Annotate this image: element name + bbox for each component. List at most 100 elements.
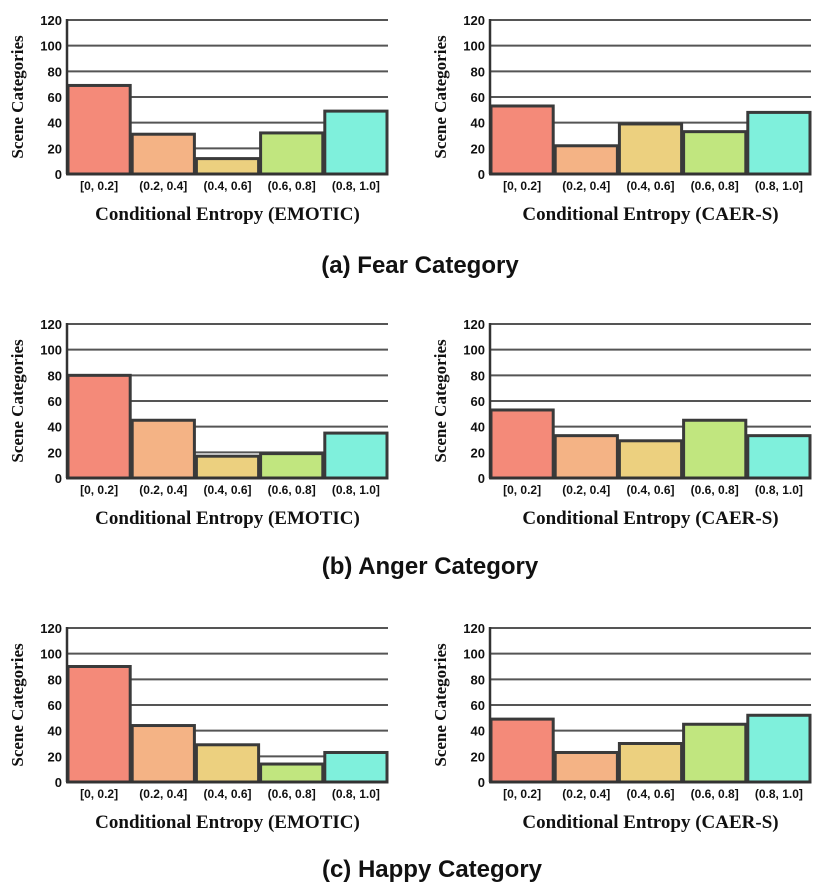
bar-1 <box>66 665 132 784</box>
y-tick-label: 20 <box>48 445 62 460</box>
bar-4 <box>682 722 748 784</box>
y-tick-label: 120 <box>40 621 62 636</box>
x-tick-label: (0.8, 1.0] <box>332 483 380 497</box>
x-tick-label: [0, 0.2] <box>80 179 118 193</box>
x-tick-label: [0, 0.2] <box>503 787 541 801</box>
x-tick-label: (0.8, 1.0] <box>332 179 380 193</box>
x-tick-label: (0.2, 0.4] <box>562 483 610 497</box>
x-tick-label: (0.4, 0.6] <box>203 787 251 801</box>
bar-3 <box>194 157 261 176</box>
y-tick-label: 0 <box>55 167 62 182</box>
bar-5 <box>746 434 812 480</box>
y-tick-label: 40 <box>48 724 62 739</box>
x-tick-label: (0.6, 0.8] <box>691 483 739 497</box>
bar-1 <box>489 104 555 176</box>
bar-1 <box>489 408 555 480</box>
y-tick-label: 100 <box>40 343 62 358</box>
bar-3 <box>194 454 261 480</box>
x-tick-label: (0.8, 1.0] <box>755 179 803 193</box>
y-tick-label: 0 <box>55 471 62 486</box>
y-tick-label: 60 <box>48 698 62 713</box>
y-tick-label: 20 <box>471 445 485 460</box>
y-tick-label: 80 <box>48 672 62 687</box>
y-tick-label: 20 <box>471 749 485 764</box>
bar-1 <box>66 373 132 480</box>
y-tick-label: 20 <box>48 141 62 156</box>
x-tick-label: (0.2, 0.4] <box>139 483 187 497</box>
x-tick-label: (0.8, 1.0] <box>755 787 803 801</box>
bar-1 <box>489 717 555 784</box>
x-tick-label: (0.8, 1.0] <box>755 483 803 497</box>
y-tick-label: 120 <box>463 13 485 28</box>
bar-2 <box>130 724 196 784</box>
y-tick-label: 100 <box>463 39 485 54</box>
y-tick-label: 60 <box>48 90 62 105</box>
y-tick-label: 100 <box>463 647 485 662</box>
x-axis-label: Conditional Entropy (EMOTIC) <box>95 204 360 225</box>
x-tick-label: (0.6, 0.8] <box>691 787 739 801</box>
bar-4 <box>259 762 325 784</box>
bar-5 <box>746 110 812 176</box>
bar-5 <box>323 431 389 480</box>
y-axis-label: Scene Categories <box>431 339 450 463</box>
y-tick-label: 120 <box>40 317 62 332</box>
y-tick-label: 0 <box>478 471 485 486</box>
y-tick-label: 20 <box>48 749 62 764</box>
x-tick-label: (0.4, 0.6] <box>203 483 251 497</box>
y-tick-label: 60 <box>471 698 485 713</box>
y-tick-label: 80 <box>471 672 485 687</box>
y-tick-label: 0 <box>478 775 485 790</box>
y-tick-label: 20 <box>471 141 485 156</box>
bar-2 <box>553 434 619 480</box>
y-tick-label: 60 <box>48 394 62 409</box>
y-tick-label: 120 <box>463 317 485 332</box>
x-tick-label: (0.6, 0.8] <box>691 179 739 193</box>
y-tick-label: 80 <box>48 368 62 383</box>
y-tick-label: 40 <box>471 420 485 435</box>
panel-title-anger: (b) Anger Category <box>322 553 539 580</box>
y-tick-label: 100 <box>463 343 485 358</box>
y-tick-label: 120 <box>40 13 62 28</box>
x-axis-label: Conditional Entropy (CAER-S) <box>522 812 778 833</box>
bar-4 <box>682 130 748 176</box>
x-tick-label: (0.4, 0.6] <box>626 179 674 193</box>
y-tick-label: 0 <box>55 775 62 790</box>
x-axis-label: Conditional Entropy (EMOTIC) <box>95 508 360 529</box>
bar-1 <box>66 83 132 176</box>
x-tick-label: [0, 0.2] <box>80 787 118 801</box>
x-tick-label: (0.2, 0.4] <box>139 787 187 801</box>
bar-3 <box>194 743 261 784</box>
bar-2 <box>130 132 196 176</box>
y-tick-label: 80 <box>471 64 485 79</box>
x-axis-label: Conditional Entropy (CAER-S) <box>522 204 778 225</box>
y-tick-label: 120 <box>463 621 485 636</box>
panel-title-happy: (c) Happy Category <box>322 856 543 883</box>
x-tick-label: (0.2, 0.4] <box>562 787 610 801</box>
bar-5 <box>323 109 389 176</box>
bar-5 <box>746 713 812 784</box>
x-tick-label: (0.6, 0.8] <box>268 483 316 497</box>
x-tick-label: [0, 0.2] <box>80 483 118 497</box>
bar-4 <box>682 418 748 480</box>
bar-2 <box>553 750 619 784</box>
y-tick-label: 40 <box>48 116 62 131</box>
x-tick-label: (0.2, 0.4] <box>562 179 610 193</box>
y-tick-label: 40 <box>471 116 485 131</box>
y-axis-label: Scene Categories <box>431 35 450 159</box>
y-axis-label: Scene Categories <box>431 643 450 767</box>
panel-title-fear: (a) Fear Category <box>321 252 519 279</box>
bar-3 <box>617 742 684 784</box>
x-tick-label: (0.4, 0.6] <box>626 787 674 801</box>
y-tick-label: 100 <box>40 647 62 662</box>
y-tick-label: 60 <box>471 90 485 105</box>
y-axis-label: Scene Categories <box>8 643 27 767</box>
x-tick-label: (0.4, 0.6] <box>626 483 674 497</box>
bar-3 <box>617 439 684 480</box>
x-tick-label: (0.2, 0.4] <box>139 179 187 193</box>
bar-5 <box>323 750 389 784</box>
y-tick-label: 0 <box>478 167 485 182</box>
x-axis-label: Conditional Entropy (CAER-S) <box>522 508 778 529</box>
x-tick-label: (0.4, 0.6] <box>203 179 251 193</box>
y-axis-label: Scene Categories <box>8 35 27 159</box>
